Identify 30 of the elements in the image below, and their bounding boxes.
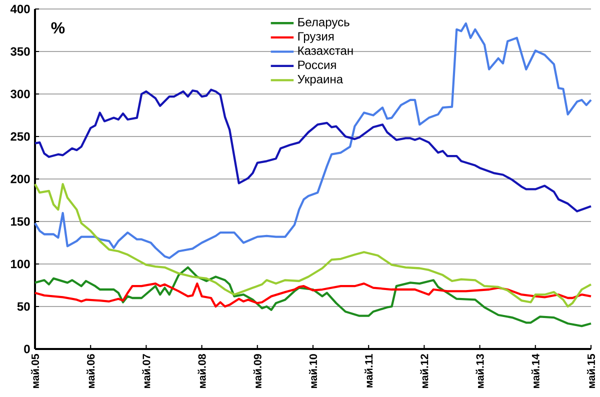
legend-label: Казахстан — [298, 46, 353, 55]
x-tick-label: май.15 — [586, 354, 596, 388]
line-series — [34, 183, 592, 308]
y-tick-label: 250 — [10, 132, 30, 141]
y-tick-label: 400 — [10, 4, 30, 14]
y-tick-label: 100 — [11, 260, 30, 268]
line-series — [34, 266, 592, 328]
x-tick-label: май.05 — [30, 354, 40, 388]
x-tick-label: май.12 — [420, 354, 428, 388]
y-tick-label: 0 — [24, 344, 30, 354]
x-tick-label: май.06 — [86, 354, 95, 388]
x-tick-label: май.11 — [364, 354, 373, 388]
x-tick-label: май.14 — [531, 354, 540, 388]
legend-label: Беларусь — [298, 18, 350, 29]
x-tick-label: май.09 — [253, 354, 262, 388]
line-series — [34, 282, 592, 308]
y-tick-label: 350 — [10, 47, 30, 56]
y-axis-title: % — [51, 22, 65, 34]
line-series — [34, 88, 592, 212]
x-tick-label: май.08 — [198, 354, 206, 388]
y-tick-label: 150 — [11, 217, 30, 226]
x-tick-label: май.10 — [308, 354, 318, 388]
x-tick-label: май.13 — [476, 354, 484, 388]
legend-label: Украина — [298, 75, 344, 86]
legend-label: Грузия — [298, 32, 334, 44]
y-tick-label: 50 — [17, 302, 30, 311]
x-tick-label: май.07 — [142, 354, 150, 388]
y-tick-label: 300 — [10, 90, 30, 98]
y-tick-label: 200 — [10, 174, 30, 184]
legend-label: Россия — [298, 60, 336, 70]
